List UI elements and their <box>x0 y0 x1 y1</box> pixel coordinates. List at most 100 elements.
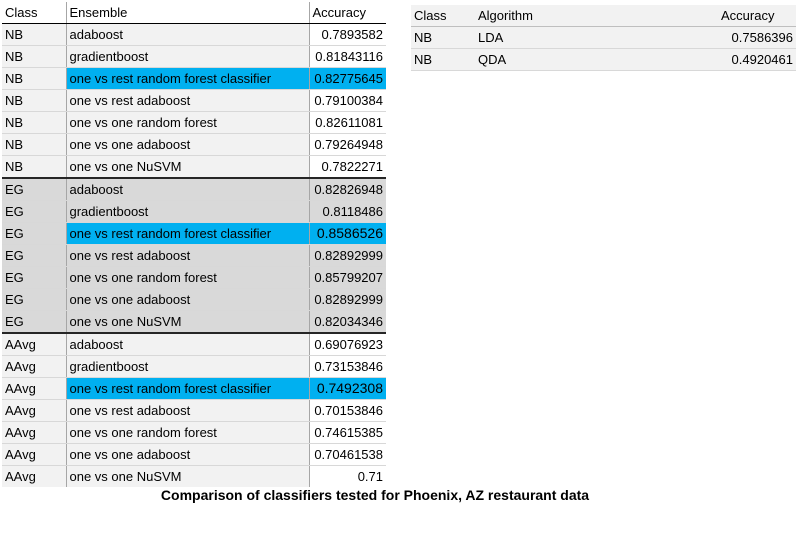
class-cell: NB <box>2 23 67 46</box>
table-row: EG one vs one NuSVM 0.82034346 <box>2 310 386 334</box>
ensemble-cell: one vs one random forest <box>66 421 310 444</box>
class-cell: NB <box>2 67 67 90</box>
class-cell: AAvg <box>2 333 67 356</box>
ensemble-cell: one vs one adaboost <box>66 288 310 311</box>
class-cell: AAvg <box>2 399 67 422</box>
accuracy-cell: 0.82826948 <box>309 178 386 201</box>
ensemble-cell: adaboost <box>66 333 310 356</box>
table-row: EG gradientboost 0.8118486 <box>2 200 386 223</box>
header-accuracy: Accuracy <box>309 2 386 24</box>
class-cell: EG <box>2 200 67 223</box>
table-row: AAvg one vs rest adaboost 0.70153846 <box>2 399 386 422</box>
accuracy-cell: 0.7893582 <box>309 23 386 46</box>
ensemble-cell: one vs one random forest <box>66 111 310 134</box>
class-cell: AAvg <box>2 355 67 378</box>
algorithm-cell: LDA <box>475 26 715 49</box>
header-class: Class <box>411 5 475 27</box>
accuracy-cell: 0.82892999 <box>309 288 386 311</box>
accuracy-cell: 0.7492308 <box>309 377 386 400</box>
accuracy-cell: 0.79264948 <box>309 133 386 156</box>
class-cell: EG <box>2 244 67 267</box>
class-cell: NB <box>2 155 67 179</box>
accuracy-cell: 0.7586396 <box>715 26 796 49</box>
ensemble-table-header: Class Ensemble Accuracy <box>2 2 386 24</box>
ensemble-cell: one vs one NuSVM <box>66 310 310 334</box>
ensemble-cell: one vs rest random forest classifier <box>66 67 310 90</box>
ensemble-cell: adaboost <box>66 178 310 201</box>
accuracy-cell: 0.82034346 <box>309 310 386 334</box>
ensemble-cell: one vs rest adaboost <box>66 399 310 422</box>
table-row: AAvg adaboost 0.69076923 <box>2 333 386 356</box>
ensemble-cell: one vs one NuSVM <box>66 155 310 179</box>
table-row-highlighted: NB one vs rest random forest classifier … <box>2 67 386 90</box>
accuracy-cell: 0.85799207 <box>309 266 386 289</box>
ensemble-cell: one vs rest adaboost <box>66 244 310 267</box>
table-row: AAvg gradientboost 0.73153846 <box>2 355 386 378</box>
class-cell: EG <box>2 266 67 289</box>
header-class: Class <box>2 2 67 24</box>
table-row: NB gradientboost 0.81843116 <box>2 45 386 68</box>
table-row: AAvg one vs one random forest 0.74615385 <box>2 421 386 444</box>
accuracy-cell: 0.69076923 <box>309 333 386 356</box>
table-row: EG one vs rest adaboost 0.82892999 <box>2 244 386 267</box>
table-row: EG one vs one random forest 0.85799207 <box>2 266 386 289</box>
class-cell: AAvg <box>2 377 67 400</box>
class-cell: NB <box>411 26 475 49</box>
table-row: NB adaboost 0.7893582 <box>2 23 386 46</box>
class-cell: NB <box>2 133 67 156</box>
ensemble-cell: one vs one adaboost <box>66 443 310 466</box>
ensemble-cell: one vs one random forest <box>66 266 310 289</box>
class-cell: AAvg <box>2 443 67 466</box>
ensemble-cell: one vs rest random forest classifier <box>66 377 310 400</box>
accuracy-cell: 0.81843116 <box>309 45 386 68</box>
ensemble-cell: one vs one NuSVM <box>66 465 310 487</box>
accuracy-cell: 0.74615385 <box>309 421 386 444</box>
class-cell: AAvg <box>2 421 67 444</box>
ensemble-cell: one vs rest adaboost <box>66 89 310 112</box>
accuracy-cell: 0.82611081 <box>309 111 386 134</box>
accuracy-cell: 0.70153846 <box>309 399 386 422</box>
algorithm-cell: QDA <box>475 48 715 71</box>
accuracy-cell: 0.8586526 <box>309 222 386 245</box>
ensemble-cell: adaboost <box>66 23 310 46</box>
ensemble-cell: gradientboost <box>66 355 310 378</box>
table-row: NB one vs one random forest 0.82611081 <box>2 111 386 134</box>
class-cell: EG <box>2 310 67 334</box>
accuracy-cell: 0.4920461 <box>715 48 796 71</box>
table-row: NB one vs one NuSVM 0.7822271 <box>2 155 386 179</box>
accuracy-cell: 0.82892999 <box>309 244 386 267</box>
ensemble-cell: gradientboost <box>66 45 310 68</box>
table-row: EG adaboost 0.82826948 <box>2 178 386 201</box>
header-ensemble: Ensemble <box>66 2 310 24</box>
class-cell: AAvg <box>2 465 67 487</box>
algorithm-table: Class Algorithm Accuracy NB LDA 0.758639… <box>411 5 796 71</box>
class-cell: NB <box>2 111 67 134</box>
accuracy-cell: 0.71 <box>309 465 386 487</box>
ensemble-table: Class Ensemble Accuracy NB adaboost 0.78… <box>2 2 386 487</box>
table-row: NB LDA 0.7586396 <box>411 26 796 49</box>
table-row: AAvg one vs one adaboost 0.70461538 <box>2 443 386 466</box>
table-row: EG one vs one adaboost 0.82892999 <box>2 288 386 311</box>
figure-caption: Comparison of classifiers tested for Pho… <box>160 487 590 503</box>
table-row: NB one vs one adaboost 0.79264948 <box>2 133 386 156</box>
accuracy-cell: 0.70461538 <box>309 443 386 466</box>
algorithm-table-header: Class Algorithm Accuracy <box>411 5 796 27</box>
accuracy-cell: 0.82775645 <box>309 67 386 90</box>
class-cell: EG <box>2 288 67 311</box>
class-cell: EG <box>2 222 67 245</box>
ensemble-cell: one vs rest random forest classifier <box>66 222 310 245</box>
ensemble-cell: one vs one adaboost <box>66 133 310 156</box>
class-cell: NB <box>2 45 67 68</box>
class-cell: NB <box>2 89 67 112</box>
accuracy-cell: 0.73153846 <box>309 355 386 378</box>
table-row-highlighted: EG one vs rest random forest classifier … <box>2 222 386 245</box>
header-accuracy: Accuracy <box>715 5 796 27</box>
table-row: AAvg one vs one NuSVM 0.71 <box>2 465 386 487</box>
class-cell: NB <box>411 48 475 71</box>
accuracy-cell: 0.7822271 <box>309 155 386 179</box>
class-cell: EG <box>2 178 67 201</box>
table-row: NB one vs rest adaboost 0.79100384 <box>2 89 386 112</box>
accuracy-cell: 0.79100384 <box>309 89 386 112</box>
accuracy-cell: 0.8118486 <box>309 200 386 223</box>
table-row-highlighted: AAvg one vs rest random forest classifie… <box>2 377 386 400</box>
